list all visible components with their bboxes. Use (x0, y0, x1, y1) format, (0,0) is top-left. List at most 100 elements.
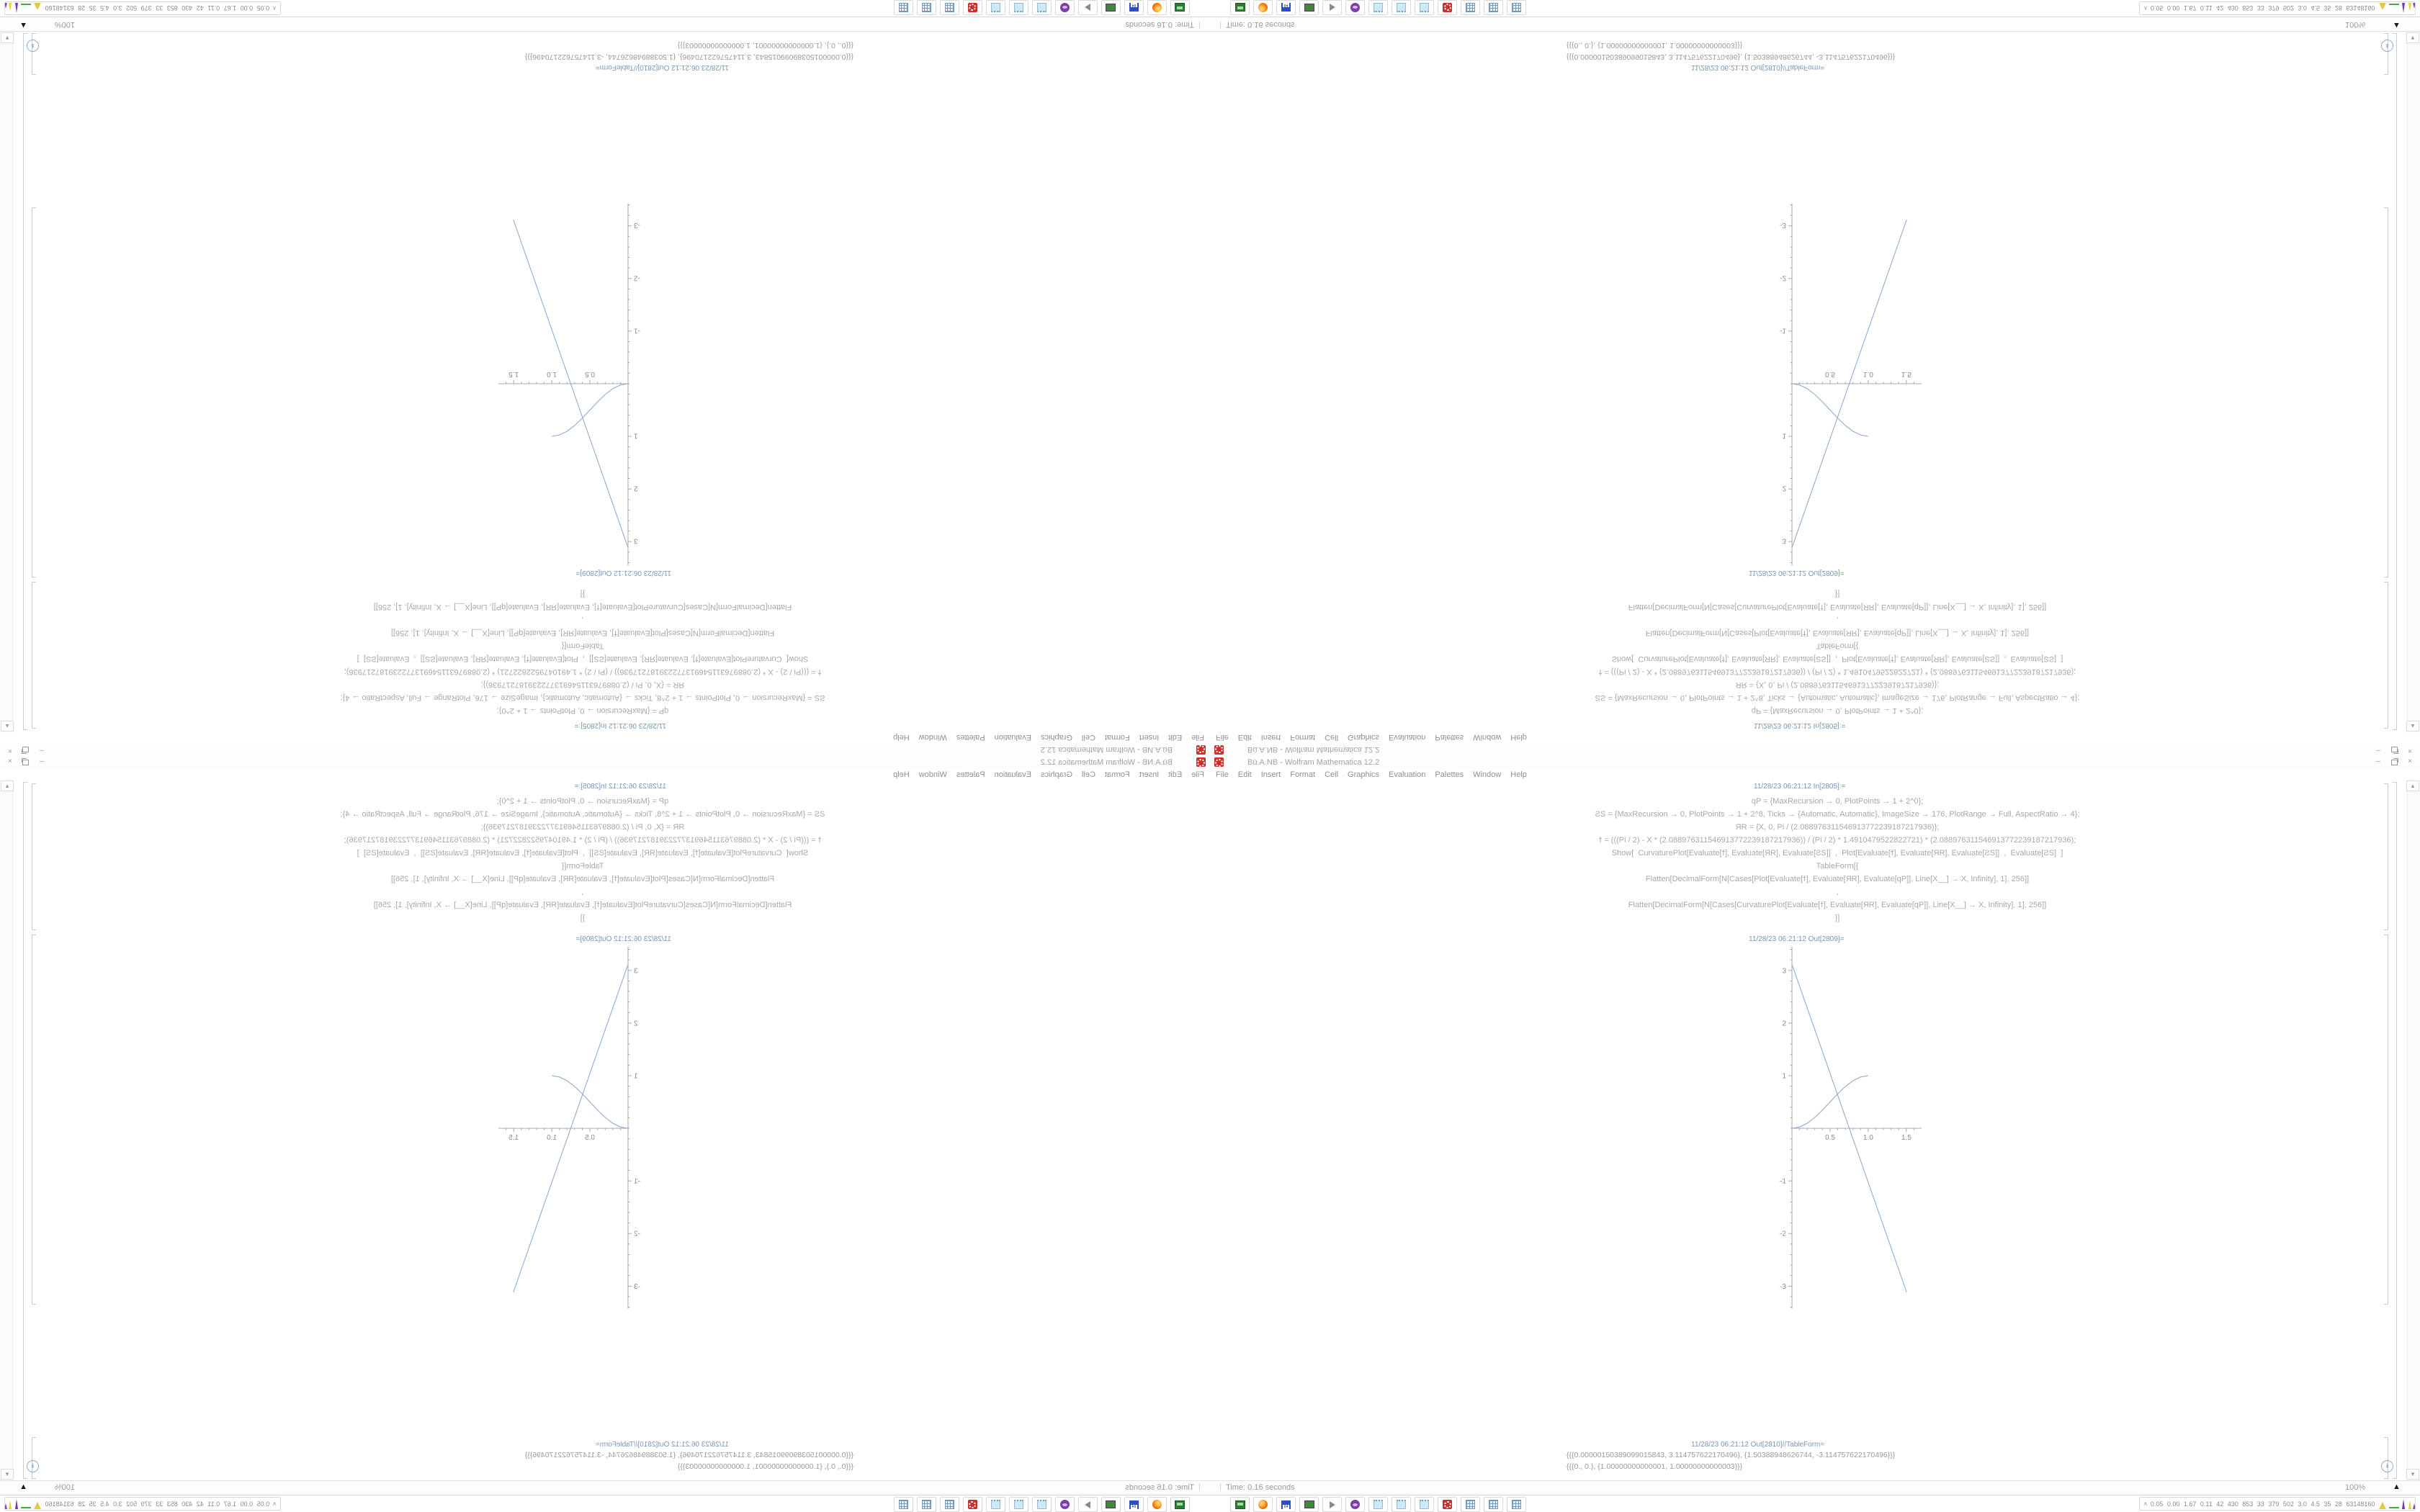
vertical-scrollbar[interactable] (0, 32, 13, 732)
cell-group-bracket[interactable] (2393, 33, 2397, 730)
cell-group-bracket[interactable] (23, 33, 27, 730)
code-line[interactable]: TableForm[{ (1816, 862, 1859, 870)
code-line[interactable]: ϯ = (((Pi / 2) - X * (2.0889763115469137… (1598, 667, 2076, 676)
code-line[interactable]: TableForm[{ (561, 642, 604, 650)
menu-insert[interactable]: Insert (1139, 733, 1160, 742)
menu-evaluation[interactable]: Evaluation (1389, 733, 1426, 742)
code-line[interactable]: Show[ CurvaturePlot[Evaluate[ϯ], Evaluat… (357, 849, 809, 858)
menu-palettes[interactable]: Palettes (956, 770, 985, 779)
vertical-scrollbar[interactable] (2407, 780, 2420, 1480)
taskbar-calculator-icon[interactable] (894, 0, 913, 15)
taskbar-firefox-icon[interactable] (1147, 1497, 1167, 1512)
menu-format[interactable]: Format (1290, 733, 1316, 742)
minimize-button[interactable]: – (40, 747, 44, 755)
system-tray[interactable]: ∧ 0.05 0.00 1.67 0.11 42 430 853 33 379 … (4, 1, 281, 15)
scroll-up-icon[interactable]: ▲ (1, 780, 14, 791)
cell-group-bracket[interactable] (2393, 782, 2397, 1479)
menu-format[interactable]: Format (1104, 733, 1130, 742)
taskbar-calculator-icon[interactable] (1484, 1497, 1503, 1512)
code-line[interactable]: }] (580, 590, 586, 598)
menu-evaluation[interactable]: Evaluation (1389, 770, 1426, 779)
taskbar-calculator-icon[interactable] (940, 1497, 959, 1512)
input-cell[interactable]: qP = {MaxRecursion → 0, PlotPoints → 1 +… (1567, 795, 2108, 924)
suggestions-expand-icon[interactable]: ↡ (27, 1460, 39, 1472)
taskbar-drive-icon[interactable] (1170, 1497, 1190, 1512)
menu-graphics[interactable]: Graphics (1040, 733, 1072, 742)
menu-help[interactable]: Help (893, 770, 910, 779)
menu-file[interactable]: File (1191, 733, 1204, 742)
code-line[interactable]: Flatten[DecimalForm[N[Cases[Plot[Evaluat… (1645, 875, 2030, 883)
menu-cell[interactable]: Cell (1325, 770, 1339, 779)
close-button[interactable]: × (8, 757, 12, 765)
menu-cell[interactable]: Cell (1325, 733, 1339, 742)
taskbar-monitor-icon[interactable] (1299, 1497, 1319, 1512)
taskbar-drive-icon[interactable] (1230, 1497, 1250, 1512)
code-line[interactable]: ƧS = {MaxRecursion → 0, PlotPoints → 1 +… (340, 693, 825, 702)
code-line[interactable]: , (581, 616, 584, 624)
taskbar-cat-icon[interactable] (1055, 1497, 1075, 1512)
menu-edit[interactable]: Edit (1168, 733, 1183, 742)
code-line[interactable]: }] (1834, 914, 1840, 922)
menu-file[interactable]: File (1191, 770, 1204, 779)
taskbar-cat-icon[interactable] (1345, 0, 1365, 15)
scroll-up-icon[interactable]: ▲ (1, 721, 14, 732)
code-line[interactable]: , (1836, 616, 1839, 624)
code-line[interactable]: Flatten[DecimalForm[N[Cases[Plot[Evaluat… (1645, 629, 2030, 637)
suggestions-expand-icon[interactable]: ↡ (2381, 40, 2393, 52)
magnification-value[interactable]: 100% (54, 20, 75, 29)
taskbar-drive-icon[interactable] (1170, 0, 1190, 15)
taskbar-drive-icon[interactable] (1230, 0, 1250, 15)
taskbar-notepad-icon[interactable] (1368, 0, 1388, 15)
input-cell[interactable]: qP = {MaxRecursion → 0, PlotPoints → 1 +… (1567, 588, 2108, 717)
taskbar-monitor-icon[interactable] (1299, 0, 1319, 15)
menu-palettes[interactable]: Palettes (1435, 770, 1464, 779)
notebook-area[interactable]: 11/28/23 06:21:12 In[2805]:= qP = {MaxRe… (1210, 780, 2420, 1480)
code-line[interactable]: TableForm[{ (1816, 642, 1859, 650)
suggestions-expand-icon[interactable]: ↡ (2381, 1460, 2393, 1472)
restore-button[interactable] (20, 757, 32, 767)
code-line[interactable]: qP = {MaxRecursion → 0, PlotPoints → 1 +… (1751, 797, 1924, 806)
code-line[interactable]: Flatten[DecimalForm[N[Cases[CurvaturePlo… (373, 603, 792, 611)
menu-help[interactable]: Help (1510, 770, 1527, 779)
code-line[interactable]: , (581, 888, 584, 896)
taskbar-firefox-icon[interactable] (1253, 1497, 1273, 1512)
code-line[interactable]: ϯ = (((Pi / 2) - X * (2.0889763115469137… (1598, 836, 2076, 845)
minimize-button[interactable]: – (40, 757, 44, 765)
notebook-area[interactable]: 11/28/23 06:21:12 In[2805]:= qP = {MaxRe… (0, 780, 1210, 1480)
taskbar-cat-icon[interactable] (1345, 1497, 1365, 1512)
code-line[interactable]: }] (1834, 590, 1840, 598)
code-line[interactable]: qP = {MaxRecursion → 0, PlotPoints → 1 +… (1751, 706, 1924, 715)
taskbar-floppy-64-icon[interactable] (1276, 0, 1296, 15)
code-line[interactable]: ƧS = {MaxRecursion → 0, PlotPoints → 1 +… (340, 810, 825, 819)
taskbar-calculator-icon[interactable] (940, 0, 959, 15)
code-line[interactable]: ЯR = {X, 0, Pi / (2.08897631154691377223… (480, 823, 685, 832)
menu-file[interactable]: File (1216, 733, 1229, 742)
window-title-bar[interactable]: Bü.A.NB - Wolfram Mathematica 12.2 – × (1210, 756, 2420, 769)
scroll-down-icon[interactable]: ▼ (2406, 1469, 2419, 1480)
menu-cell[interactable]: Cell (1081, 733, 1095, 742)
scroll-up-icon[interactable]: ▲ (2406, 721, 2419, 732)
code-line[interactable]: ƧS = {MaxRecursion → 0, PlotPoints → 1 +… (1595, 693, 2080, 702)
code-line[interactable]: TableForm[{ (561, 862, 604, 870)
menu-format[interactable]: Format (1290, 770, 1316, 779)
taskbar-notepad-icon[interactable] (1368, 1497, 1388, 1512)
menu-window[interactable]: Window (1473, 733, 1502, 742)
code-line[interactable]: ЯR = {X, 0, Pi / (2.08897631154691377223… (480, 680, 685, 689)
window-title-bar[interactable]: Bü.A.NB - Wolfram Mathematica 12.2 – × (1210, 743, 2420, 756)
code-line[interactable]: Show[ CurvaturePlot[Evaluate[ϯ], Evaluat… (357, 654, 809, 663)
code-line[interactable]: qP = {MaxRecursion → 0, PlotPoints → 1 +… (496, 706, 669, 715)
code-line[interactable]: Flatten[DecimalForm[N[Cases[Plot[Evaluat… (390, 629, 775, 637)
system-tray[interactable]: ∧ 0.05 0.00 1.67 0.11 42 430 853 33 379 … (2139, 1, 2416, 15)
menu-help[interactable]: Help (1510, 733, 1527, 742)
taskbar-gear-icon[interactable] (963, 1497, 982, 1512)
input-cell-bracket[interactable] (2384, 783, 2388, 930)
restore-button[interactable] (2388, 757, 2400, 767)
taskbar-calculator-icon[interactable] (1507, 1497, 1526, 1512)
taskbar-firefox-icon[interactable] (1253, 0, 1273, 15)
taskbar-calculator-icon[interactable] (1461, 1497, 1480, 1512)
system-tray[interactable]: ∧ 0.05 0.00 1.67 0.11 42 430 853 33 379 … (4, 1497, 281, 1511)
taskbar-gear-icon[interactable] (1438, 1497, 1457, 1512)
menu-window[interactable]: Window (1473, 770, 1502, 779)
taskbar-monitor-icon[interactable] (1101, 1497, 1121, 1512)
menu-format[interactable]: Format (1104, 770, 1130, 779)
